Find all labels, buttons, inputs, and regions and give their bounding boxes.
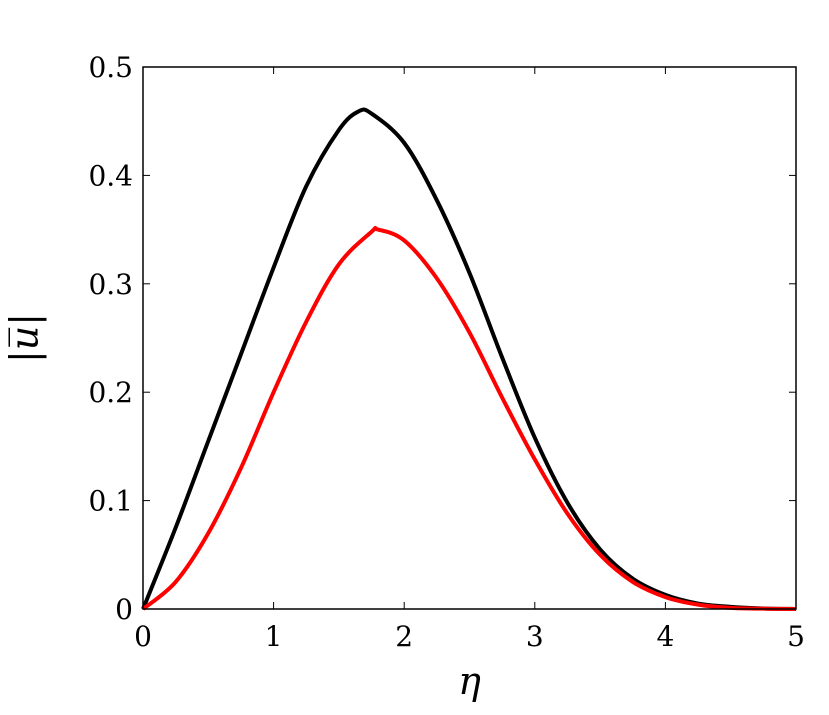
y-tick-label: 0.1 (88, 485, 133, 518)
y-tick-label: 0 (115, 593, 133, 626)
y-tick-label: 0.5 (88, 51, 133, 84)
x-axis-label: η (458, 659, 481, 703)
x-tick-label: 1 (265, 620, 283, 653)
x-tick-label: 0 (134, 620, 152, 653)
x-tick-label: 5 (787, 620, 805, 653)
series-line-1 (141, 107, 797, 611)
series-line-2 (141, 225, 797, 611)
axis-ticks: 0 1 2 3 4 5 0 0.1 0.2 0.3 0.4 0.5 (88, 51, 804, 653)
plot-frame (142, 66, 797, 610)
y-tick-label: 0.3 (88, 268, 133, 301)
x-tick-label: 2 (395, 620, 413, 653)
series-lines (141, 107, 797, 611)
y-axis-label: |u̅| (3, 313, 47, 363)
x-tick-label: 3 (526, 620, 544, 653)
y-tick-label: 0.4 (88, 159, 133, 192)
y-tick-label: 0.2 (88, 376, 133, 409)
x-tick-label: 4 (656, 620, 674, 653)
